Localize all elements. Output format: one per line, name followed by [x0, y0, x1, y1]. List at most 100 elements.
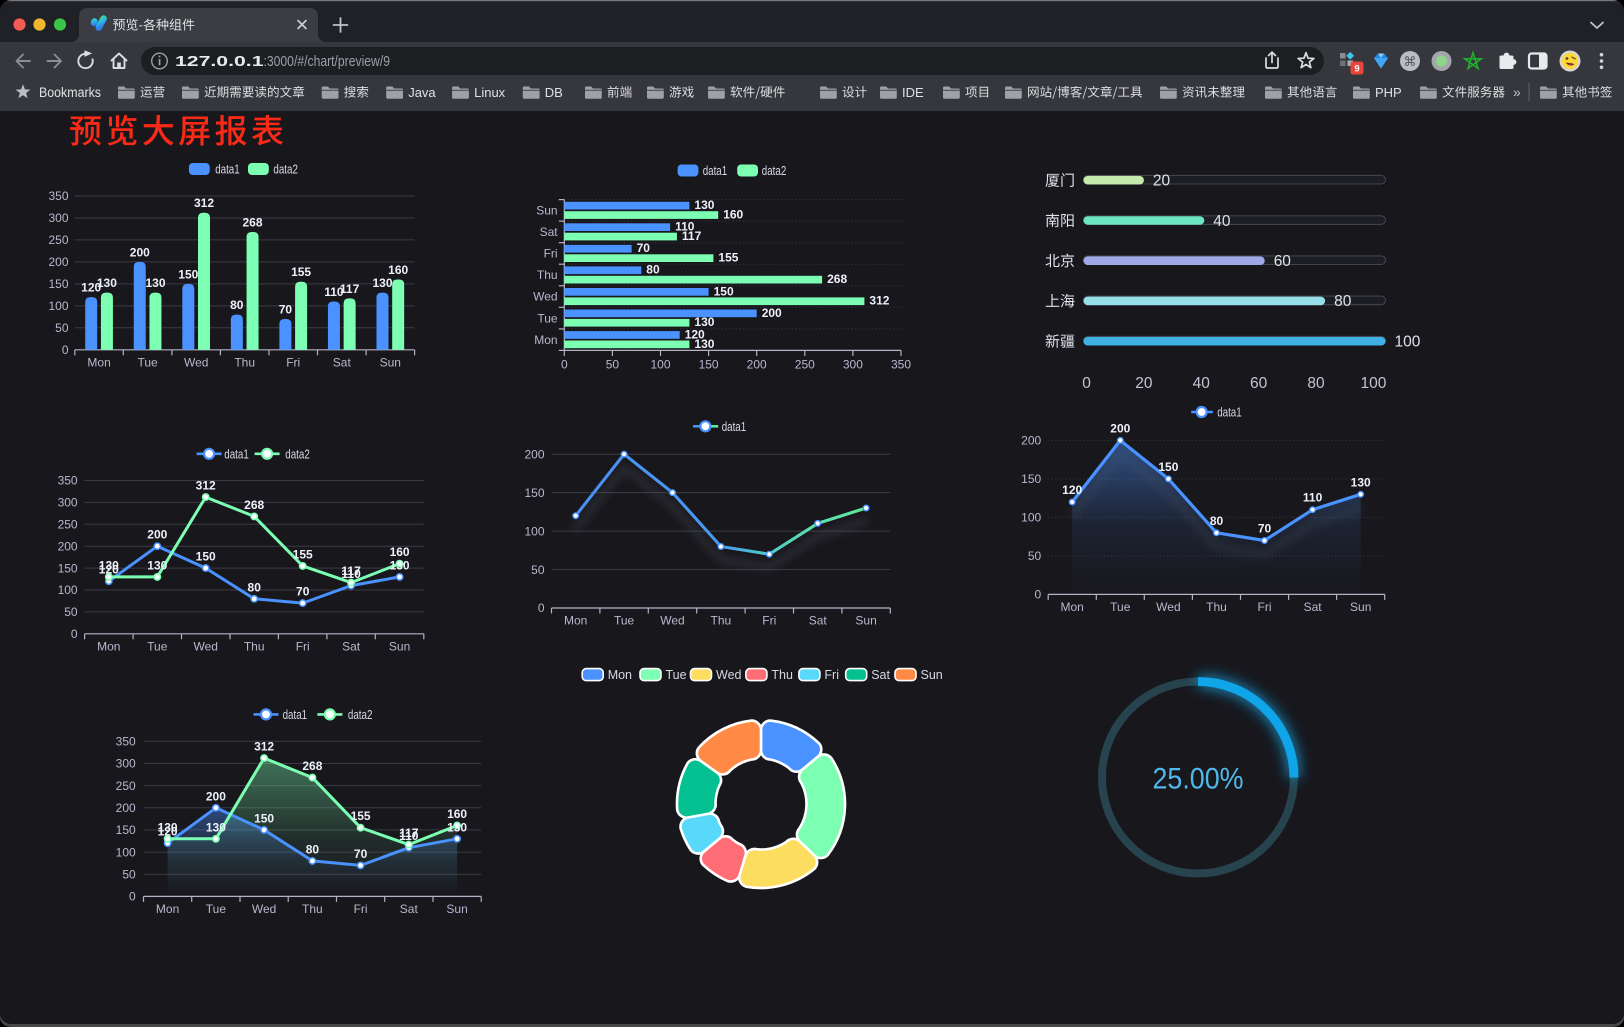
svg-text:0: 0 [1082, 375, 1091, 392]
svg-text:60: 60 [1250, 375, 1268, 392]
svg-text:Sat: Sat [1304, 600, 1323, 614]
svg-text:100: 100 [1395, 334, 1421, 351]
svg-text:150: 150 [178, 267, 198, 281]
svg-text:100: 100 [1360, 375, 1386, 392]
svg-text:250: 250 [48, 233, 68, 247]
svg-text:20: 20 [1135, 375, 1153, 392]
svg-text:Java: Java [408, 85, 436, 100]
svg-text:40: 40 [1193, 375, 1211, 392]
svg-text:150: 150 [58, 561, 78, 575]
svg-text:110: 110 [341, 567, 361, 581]
svg-text:130: 130 [694, 198, 714, 212]
svg-text:250: 250 [116, 779, 136, 793]
svg-text:70: 70 [1258, 522, 1272, 536]
svg-text:130: 130 [694, 337, 714, 351]
svg-text:⌘: ⌘ [1404, 54, 1417, 69]
svg-text:data1: data1 [215, 163, 240, 177]
svg-text:110: 110 [324, 285, 344, 299]
svg-text:130: 130 [1351, 475, 1371, 489]
svg-text:100: 100 [1021, 511, 1041, 525]
svg-text:130: 130 [147, 558, 167, 572]
svg-text:130: 130 [372, 276, 392, 290]
svg-text:110: 110 [1303, 491, 1323, 505]
svg-text:150: 150 [254, 811, 274, 825]
svg-text:300: 300 [58, 496, 78, 510]
svg-text:Fri: Fri [544, 247, 558, 261]
svg-text:70: 70 [296, 585, 310, 599]
svg-text:150: 150 [48, 277, 68, 291]
svg-text:155: 155 [291, 265, 311, 279]
svg-text:DB: DB [545, 85, 563, 100]
svg-text:100: 100 [58, 583, 78, 597]
svg-text:Thu: Thu [771, 668, 793, 682]
svg-text:312: 312 [196, 479, 216, 493]
svg-text:50: 50 [122, 867, 136, 881]
svg-text:120: 120 [1062, 483, 1082, 497]
svg-text:150: 150 [196, 550, 216, 564]
svg-text:Wed: Wed [252, 902, 276, 916]
svg-text:0: 0 [561, 358, 568, 372]
svg-text:Wed: Wed [1156, 600, 1180, 614]
svg-text:data2: data2 [273, 163, 298, 177]
svg-text:Mon: Mon [97, 640, 120, 654]
svg-text:Linux: Linux [474, 85, 506, 100]
svg-text:0: 0 [71, 627, 78, 641]
svg-text:130: 130 [158, 820, 178, 834]
svg-text:Tue: Tue [537, 311, 558, 325]
svg-text:Fri: Fri [762, 614, 776, 628]
svg-text:Mon: Mon [156, 902, 179, 916]
svg-text:150: 150 [714, 284, 734, 298]
svg-text:data2: data2 [348, 708, 373, 722]
svg-text:0: 0 [129, 890, 136, 904]
svg-text:150: 150 [699, 358, 719, 372]
svg-text:160: 160 [388, 263, 408, 277]
svg-text:130: 130 [694, 315, 714, 329]
svg-text:160: 160 [723, 208, 743, 222]
svg-text:130: 130 [206, 820, 226, 834]
svg-text:200: 200 [206, 789, 226, 803]
svg-text:80: 80 [646, 263, 660, 277]
svg-text:50: 50 [64, 605, 78, 619]
svg-text:130: 130 [447, 820, 467, 834]
svg-text:110: 110 [399, 829, 419, 843]
svg-text:Tue: Tue [666, 668, 687, 682]
svg-text:300: 300 [843, 358, 863, 372]
svg-text:200: 200 [48, 255, 68, 269]
svg-text:50: 50 [55, 321, 69, 335]
svg-text:data1: data1 [224, 447, 249, 461]
svg-text:Sun: Sun [921, 668, 943, 682]
svg-text:25.00%: 25.00% [1153, 763, 1244, 796]
svg-text:data1: data1 [722, 420, 747, 434]
svg-text:127.0.0.1: 127.0.0.1 [175, 53, 264, 70]
svg-text:Sat: Sat [400, 902, 419, 916]
svg-text:0: 0 [538, 601, 545, 615]
svg-text:50: 50 [606, 358, 620, 372]
svg-text:Tue: Tue [614, 614, 635, 628]
svg-text:200: 200 [130, 245, 150, 259]
svg-text:data2: data2 [762, 164, 787, 178]
svg-text:312: 312 [194, 196, 214, 210]
svg-text:Sun: Sun [855, 614, 876, 628]
svg-text:268: 268 [244, 498, 264, 512]
svg-text:117: 117 [399, 826, 419, 840]
svg-text:Wed: Wed [193, 640, 217, 654]
svg-text:130: 130 [97, 276, 117, 290]
svg-text:Fri: Fri [286, 356, 300, 370]
svg-text:80: 80 [248, 580, 262, 594]
svg-text:100: 100 [48, 299, 68, 313]
svg-text:155: 155 [718, 251, 738, 265]
svg-text:Thu: Thu [1206, 600, 1227, 614]
svg-text:268: 268 [302, 759, 322, 773]
svg-text:200: 200 [1021, 434, 1041, 448]
svg-text:Fri: Fri [824, 668, 839, 682]
svg-text:130: 130 [390, 558, 410, 572]
svg-text:312: 312 [254, 740, 274, 754]
svg-text:130: 130 [99, 558, 119, 572]
svg-text:20: 20 [1153, 173, 1171, 190]
svg-text:Sun: Sun [446, 902, 467, 916]
svg-text:70: 70 [279, 303, 293, 317]
svg-text:80: 80 [306, 842, 320, 856]
svg-text:100: 100 [650, 358, 670, 372]
svg-text:268: 268 [827, 272, 847, 286]
svg-text:0: 0 [1035, 588, 1042, 602]
